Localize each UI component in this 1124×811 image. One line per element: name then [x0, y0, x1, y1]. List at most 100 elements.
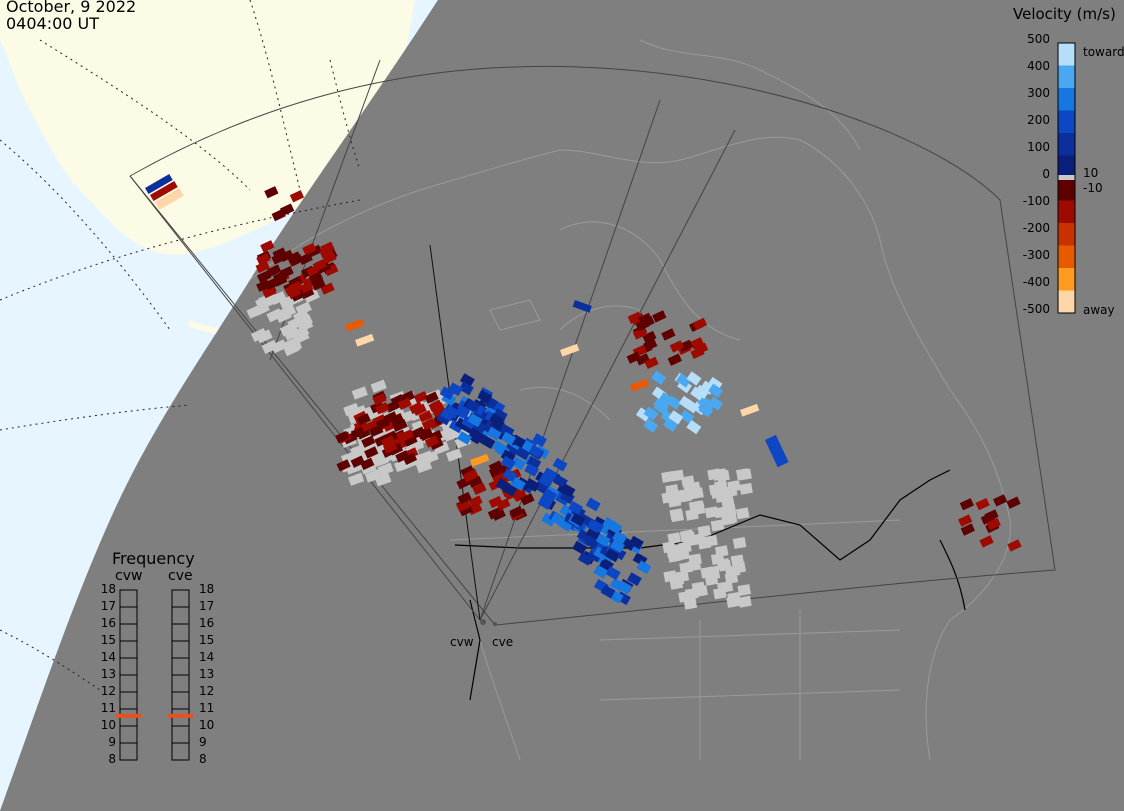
- ground-scatter-cell: [291, 328, 308, 343]
- velocity-colorbar: [1057, 42, 1076, 314]
- freq-tick-cvw: 13: [100, 667, 116, 681]
- ground-scatter-cell: [266, 308, 283, 323]
- freq-tick-cve: 16: [199, 616, 215, 630]
- velocity-cell-toward: [457, 430, 473, 445]
- velocity-cell-toward: [502, 468, 518, 483]
- site-cve-marker: [493, 622, 497, 626]
- ground-scatter-cell: [370, 379, 387, 393]
- velocity-cell-toward: [455, 417, 470, 432]
- velocity-cell-away: [411, 426, 426, 439]
- velocity-cell-away: [472, 482, 487, 496]
- velocity-cell-away: [456, 499, 471, 513]
- ground-scatter-cell: [688, 553, 702, 566]
- ground-scatter-cell: [727, 591, 741, 604]
- velocity-cell-toward: [764, 434, 789, 468]
- frequency-radar-cve: cve: [168, 568, 193, 584]
- velocity-cell-toward: [524, 478, 540, 492]
- velocity-cell-away: [272, 247, 287, 260]
- site-cvw-label: cvw: [450, 635, 474, 649]
- velocity-cell-toward: [538, 473, 554, 488]
- velocity-cell-away: [372, 414, 387, 427]
- velocity-cell-away: [256, 270, 272, 283]
- colorbar-swatch-away: [1058, 290, 1075, 314]
- ground-scatter-cell: [737, 584, 752, 596]
- velocity-cell-away: [520, 493, 535, 506]
- colorbar-threshold-neg: -10: [1083, 181, 1103, 195]
- velocity-cell-toward: [595, 533, 611, 548]
- colorbar-tick: -400: [1022, 275, 1050, 289]
- velocity-cell-away: [464, 468, 479, 482]
- velocity-cell-away: [397, 397, 412, 411]
- velocity-cell-away: [960, 523, 975, 536]
- velocity-cell-toward: [593, 546, 609, 561]
- velocity-cell-toward: [488, 413, 504, 427]
- ground-scatter-cell: [707, 468, 721, 481]
- velocity-cell-toward: [635, 407, 651, 422]
- velocity-cell-toward: [550, 512, 566, 527]
- freq-tick-cvw: 10: [100, 718, 116, 732]
- velocity-cell-toward: [708, 396, 724, 411]
- ground-scatter-cell: [718, 559, 732, 572]
- colorbar-tick: 0: [1042, 167, 1050, 181]
- velocity-cell-toward: [587, 548, 603, 563]
- velocity-cell-away: [319, 245, 334, 259]
- velocity-cell-toward: [444, 405, 460, 419]
- velocity-cell-away: [260, 240, 275, 253]
- ground-scatter-cell: [724, 572, 739, 585]
- velocity-cell-away: [740, 403, 760, 417]
- velocity-cell-away: [369, 424, 384, 437]
- ground-scatter-cell: [732, 536, 747, 549]
- velocity-cell-toward: [501, 431, 516, 446]
- colorbar-swatch-away: [1058, 268, 1075, 291]
- colorbar-tick: 100: [1027, 140, 1050, 154]
- ground-scatter-cell: [261, 339, 279, 354]
- freq-marker-cve: [168, 713, 193, 718]
- velocity-cell-toward: [653, 397, 669, 412]
- velocity-cell-toward: [467, 413, 483, 428]
- velocity-cell-toward: [528, 444, 544, 459]
- velocity-cell-away: [496, 498, 511, 511]
- velocity-cell-away: [993, 494, 1008, 507]
- velocity-cell-toward: [492, 408, 508, 423]
- velocity-cell-toward: [477, 389, 493, 404]
- ground-scatter-cell: [678, 590, 692, 603]
- ground-scatter-cell: [710, 519, 725, 532]
- colorbar-swatch-toward: [1058, 133, 1075, 156]
- freq-tick-cvw: 8: [108, 752, 116, 766]
- freq-tick-cve: 18: [199, 582, 215, 596]
- velocity-cell-toward: [510, 477, 526, 491]
- velocity-cell-away: [324, 263, 339, 277]
- ground-scatter-cell: [670, 574, 685, 587]
- velocity-cell-toward: [560, 483, 576, 498]
- velocity-cell-away: [692, 317, 708, 331]
- velocity-cell-away: [460, 465, 475, 478]
- velocity-cell-toward: [643, 418, 659, 433]
- colorbar-swatch-toward: [1058, 43, 1075, 66]
- colorbar-swatch-toward: [1058, 155, 1075, 179]
- velocity-cell-toward: [626, 572, 642, 587]
- ground-scatter-cell: [722, 504, 737, 517]
- freq-tick-cve: 10: [199, 718, 215, 732]
- velocity-cell-away: [428, 399, 443, 413]
- velocity-cell-away: [986, 517, 1001, 531]
- colorbar-tick: 300: [1027, 86, 1050, 100]
- freq-tick-cve: 8: [199, 752, 207, 766]
- velocity-cell-away: [336, 459, 351, 472]
- velocity-cell-away: [402, 452, 418, 465]
- frequency-title: Frequency: [112, 549, 195, 568]
- velocity-cell-away: [322, 251, 337, 265]
- velocity-cell-away: [264, 186, 279, 199]
- ground-scatter-cell: [732, 561, 747, 574]
- colorbar-swatch-away: [1058, 223, 1075, 246]
- velocity-cell-toward: [542, 488, 558, 503]
- velocity-cell-toward: [686, 419, 702, 435]
- ground-scatter-cell: [285, 339, 303, 354]
- colorbar-swatch-toward: [1058, 65, 1075, 89]
- velocity-cell-away: [409, 401, 424, 415]
- velocity-cell-toward: [679, 409, 695, 424]
- ground-scatter-cell: [713, 587, 727, 600]
- ground-scatter-cell: [735, 507, 750, 520]
- ground-scatter-cell: [714, 480, 728, 493]
